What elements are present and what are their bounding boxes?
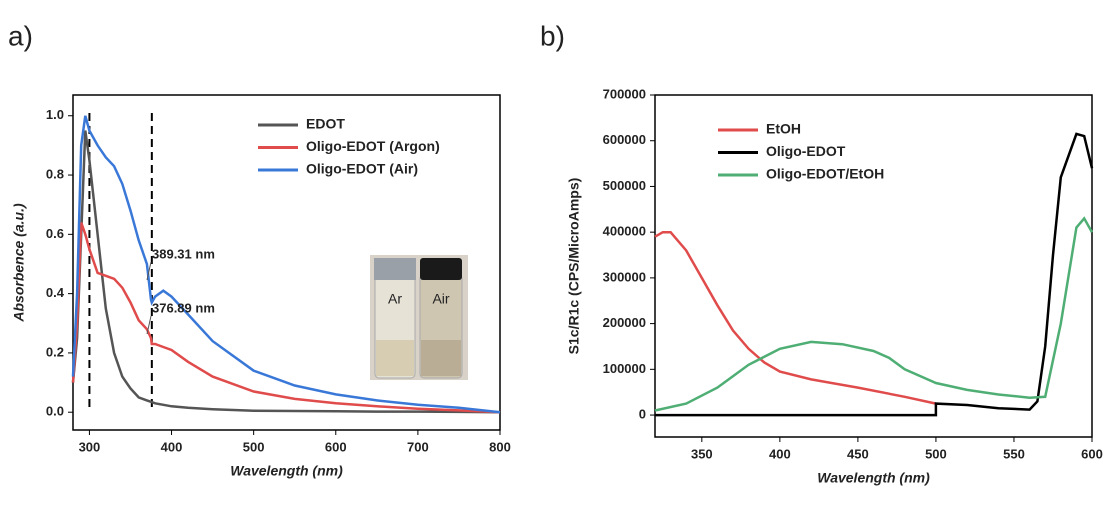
data-line — [71, 130, 501, 414]
data-line — [71, 115, 501, 414]
y-tick-label: 100000 — [603, 361, 646, 376]
x-tick-label: 700 — [407, 439, 429, 454]
legend-label: Oligo-EDOT (Argon) — [306, 138, 440, 154]
annotation: 389.31 nm — [152, 246, 215, 261]
inset-label: Ar — [388, 291, 402, 307]
data-line — [654, 216, 1094, 412]
legend-label: Oligo-EDOT/EtOH — [766, 166, 884, 182]
y-tick-label: 700000 — [603, 86, 646, 101]
x-tick-label: 300 — [79, 439, 101, 454]
x-tick-label: 600 — [325, 439, 347, 454]
y-axis-label: S1c/R1c (CPS/MicroAmps) — [566, 178, 582, 355]
x-axis-label: Wavelength (nm) — [817, 470, 930, 486]
x-tick-label: 400 — [769, 446, 791, 461]
legend-label: Oligo-EDOT — [766, 143, 846, 159]
legend-label: EDOT — [306, 116, 345, 132]
y-tick-label: 600000 — [603, 132, 646, 147]
y-tick-label: 300000 — [603, 269, 646, 284]
y-tick-label: 500000 — [603, 178, 646, 193]
y-axis-label: Absorbence (a.u.) — [11, 203, 27, 323]
y-tick-label: 400000 — [603, 224, 646, 239]
x-tick-label: 400 — [161, 439, 183, 454]
vial-air-sediment — [421, 340, 461, 376]
vial-ar-sediment — [376, 340, 414, 376]
y-tick-label: 0.2 — [46, 344, 64, 359]
annotation-leader — [146, 315, 152, 335]
x-tick-label: 550 — [1003, 446, 1025, 461]
y-tick-label: 1.0 — [46, 107, 64, 122]
x-tick-label: 500 — [243, 439, 265, 454]
vial-ar-cap — [374, 258, 416, 280]
legend-label: EtOH — [766, 121, 801, 137]
data-line — [655, 132, 1094, 417]
panel-label: b) — [540, 20, 565, 51]
y-tick-label: 0.0 — [46, 404, 64, 419]
y-tick-label: 0.4 — [46, 285, 65, 300]
y-tick-label: 200000 — [603, 315, 646, 330]
x-tick-label: 350 — [691, 446, 713, 461]
x-tick-label: 600 — [1081, 446, 1103, 461]
inset-label: Air — [432, 291, 449, 307]
data-line — [71, 222, 501, 414]
panel-label: a) — [8, 20, 33, 51]
x-tick-label: 500 — [925, 446, 947, 461]
plot-frame — [654, 94, 1093, 438]
annotation-leader — [146, 261, 152, 281]
legend-label: Oligo-EDOT (Air) — [306, 161, 418, 177]
x-axis-label: Wavelength (nm) — [230, 463, 343, 479]
annotation: 376.89 nm — [152, 300, 215, 315]
y-tick-label: 0 — [639, 406, 646, 421]
y-tick-label: 0.6 — [46, 226, 64, 241]
vial-air-cap — [420, 258, 462, 280]
x-tick-label: 800 — [489, 439, 511, 454]
plot-frame — [72, 94, 501, 431]
y-tick-label: 0.8 — [46, 166, 64, 181]
x-tick-label: 450 — [847, 446, 869, 461]
data-line — [654, 230, 937, 405]
